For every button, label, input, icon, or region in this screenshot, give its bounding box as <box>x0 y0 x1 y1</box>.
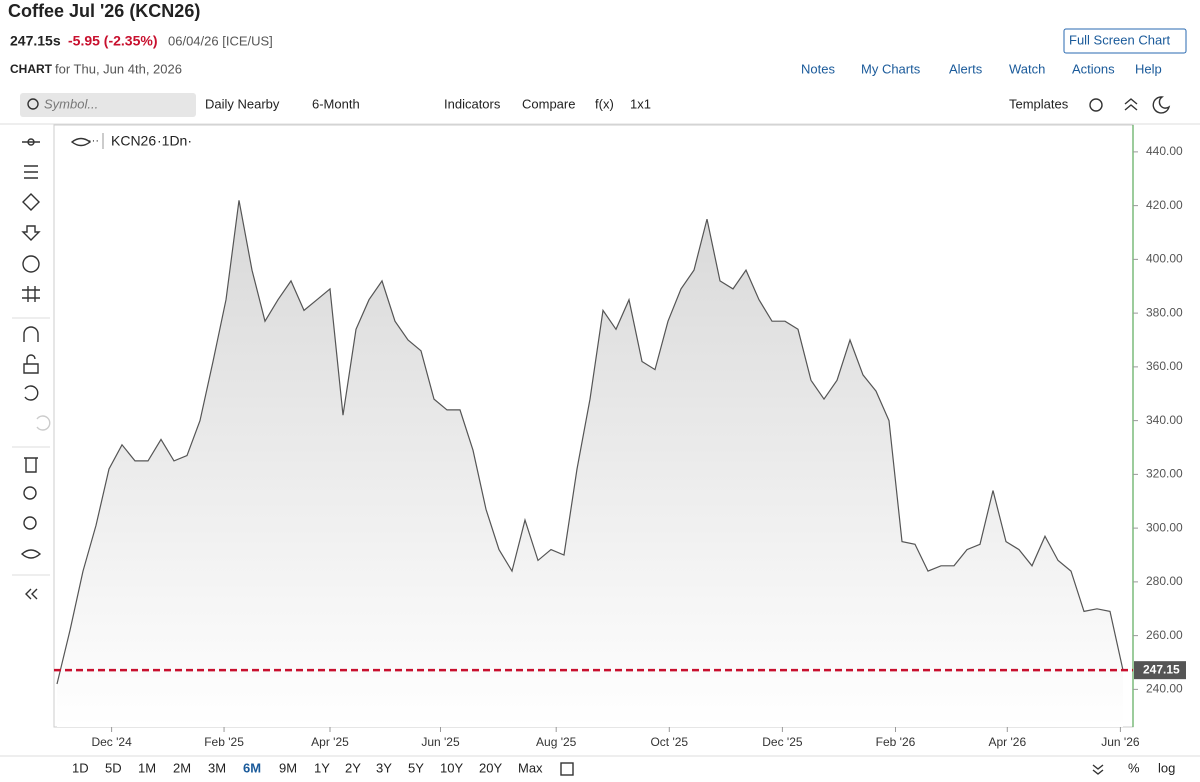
price: 247.15s <box>10 33 61 49</box>
change: -5.95 (-2.35%) <box>68 33 157 49</box>
x-tick-label: Apr '26 <box>988 735 1026 749</box>
legend-interval: ·1Dn· <box>157 133 192 149</box>
y-tick-label: 340.00 <box>1146 413 1183 427</box>
last-price-label: 247.15 <box>1143 662 1180 676</box>
x-tick-label: Dec '24 <box>91 735 132 749</box>
tool-icon[interactable] <box>24 165 38 179</box>
search-placeholder[interactable]: Symbol... <box>44 96 98 111</box>
range-button[interactable]: 1Y <box>314 760 330 775</box>
toolbar-item[interactable]: 1x1 <box>630 96 651 111</box>
range-button[interactable]: 10Y <box>440 760 463 775</box>
toolbar-item[interactable]: 6-Month <box>312 96 360 111</box>
title: Coffee Jul '26 (KCN26) <box>8 1 200 21</box>
range-button[interactable]: 9M <box>279 760 297 775</box>
x-tick-label: Jun '25 <box>421 735 460 749</box>
legend-name[interactable]: KCN26 <box>111 133 156 149</box>
toolbar-item[interactable]: f(x) <box>595 96 614 111</box>
range-button[interactable]: Max <box>518 760 543 775</box>
header-link[interactable]: Notes <box>801 61 835 76</box>
chart-label: CHART <box>10 62 53 76</box>
tool-icon[interactable] <box>20 549 42 559</box>
header-link[interactable]: Alerts <box>949 61 983 76</box>
search-icon <box>27 98 39 110</box>
expand-icon[interactable] <box>1092 764 1104 775</box>
tool-icon[interactable] <box>36 415 51 431</box>
range-button[interactable]: 3M <box>208 760 226 775</box>
x-tick-label: Oct '25 <box>650 735 688 749</box>
area <box>57 200 1123 728</box>
range-button[interactable]: 5D <box>105 760 122 775</box>
tool-icon[interactable] <box>23 516 37 530</box>
header-link[interactable]: Help <box>1135 61 1162 76</box>
x-tick-label: Jun '26 <box>1101 735 1140 749</box>
range-button[interactable]: 6M <box>243 760 261 775</box>
tool-sidebar <box>12 138 51 600</box>
meta: 06/04/26 [ICE/US] <box>168 33 273 48</box>
toolbar-item[interactable]: Daily Nearby <box>205 96 280 111</box>
header-link[interactable]: Actions <box>1072 61 1115 76</box>
tool-icon[interactable] <box>23 354 39 374</box>
x-tick-label: Feb '25 <box>204 735 244 749</box>
y-tick-label: 380.00 <box>1146 305 1183 319</box>
range-button[interactable]: 1M <box>138 760 156 775</box>
tool-icon[interactable] <box>22 255 40 273</box>
y-tick-label: 240.00 <box>1146 682 1183 696</box>
percent-toggle[interactable]: % <box>1128 760 1140 775</box>
search-box[interactable] <box>20 93 196 117</box>
tool-icon[interactable] <box>23 326 39 342</box>
calendar-icon[interactable] <box>560 762 574 776</box>
full-screen-button[interactable] <box>1063 28 1187 54</box>
tool-icon[interactable] <box>24 457 38 473</box>
toolbar-item[interactable]: Indicators <box>444 96 501 111</box>
toolbar-item[interactable]: Compare <box>522 96 575 111</box>
x-tick-label: Dec '25 <box>762 735 803 749</box>
x-tick-label: Feb '26 <box>876 735 916 749</box>
tool-icon[interactable] <box>22 286 40 302</box>
last-price-box <box>1134 661 1186 680</box>
theme-icon[interactable] <box>1152 96 1171 114</box>
collapse-icon[interactable] <box>1124 98 1138 111</box>
tool-icon[interactable] <box>24 385 39 401</box>
range-button[interactable]: 5Y <box>408 760 424 775</box>
visibility-icon[interactable] <box>70 137 92 147</box>
range-button[interactable]: 1D <box>72 760 89 775</box>
settings-icon[interactable] <box>1089 98 1103 112</box>
chart-date: for Thu, Jun 4th, 2026 <box>55 61 182 76</box>
range-button[interactable]: 20Y <box>479 760 502 775</box>
legend-menu[interactable]: ··· <box>88 135 99 147</box>
y-tick-label: 300.00 <box>1146 520 1183 534</box>
tool-icon[interactable] <box>25 588 38 600</box>
y-tick-label: 420.00 <box>1146 198 1183 212</box>
header-link[interactable]: My Charts <box>861 61 921 76</box>
log-toggle[interactable]: log <box>1158 760 1175 775</box>
y-tick-label: 440.00 <box>1146 144 1183 158</box>
y-tick-label: 400.00 <box>1146 252 1183 266</box>
tool-icon[interactable] <box>22 138 40 146</box>
range-button[interactable]: 2M <box>173 760 191 775</box>
full-screen-label[interactable]: Full Screen Chart <box>1069 32 1171 47</box>
templates[interactable]: Templates <box>1009 96 1069 111</box>
range-button[interactable]: 3Y <box>376 760 392 775</box>
tool-icon[interactable] <box>22 193 40 211</box>
range-button[interactable]: 2Y <box>345 760 361 775</box>
price-line <box>56 200 1124 685</box>
tool-icon[interactable] <box>21 225 41 241</box>
header-link[interactable]: Watch <box>1009 61 1045 76</box>
x-tick-label: Apr '25 <box>311 735 349 749</box>
y-tick-label: 360.00 <box>1146 359 1183 373</box>
y-tick-label: 260.00 <box>1146 628 1183 642</box>
x-tick-label: Aug '25 <box>536 735 577 749</box>
y-tick-label: 280.00 <box>1146 574 1183 588</box>
y-tick-label: 320.00 <box>1146 467 1183 481</box>
tool-icon[interactable] <box>23 486 37 500</box>
